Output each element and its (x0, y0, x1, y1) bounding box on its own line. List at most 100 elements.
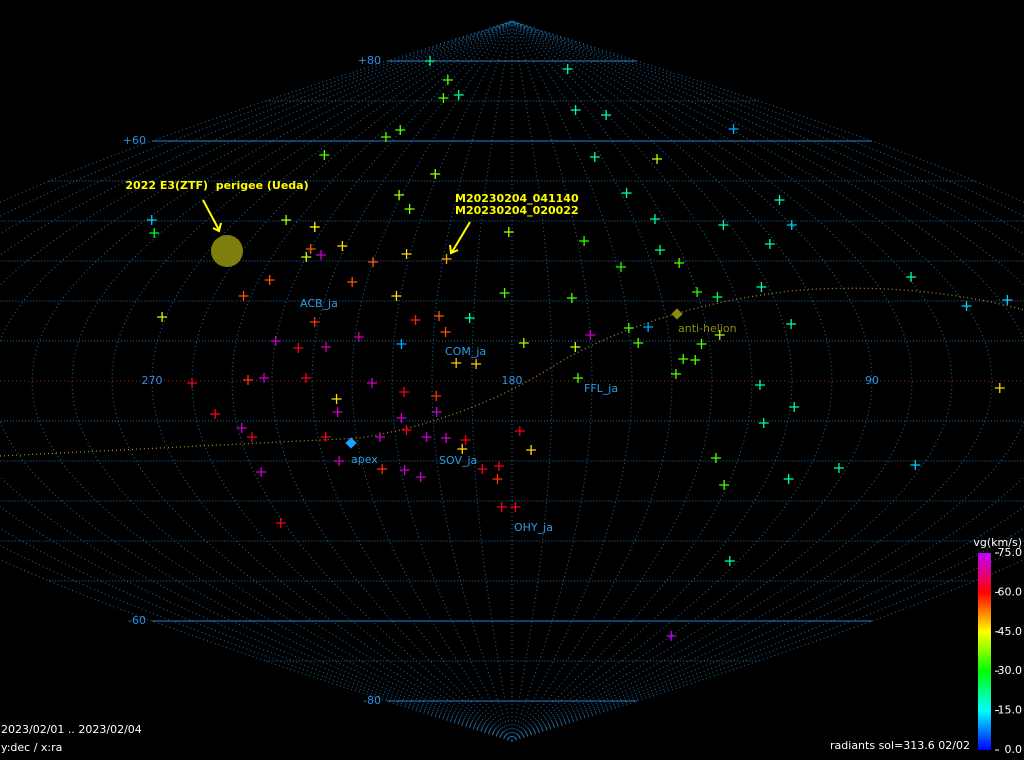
radiant (149, 228, 160, 238)
colorbar-tick-label: 75.0 (998, 546, 1023, 559)
radiant (187, 378, 198, 388)
radiant (457, 444, 468, 454)
radiant (696, 339, 707, 349)
radiant (678, 354, 689, 364)
radiant (395, 125, 406, 135)
anti-helion-marker (671, 308, 683, 320)
radiant (961, 301, 972, 311)
y-tick-label: -60 (128, 614, 146, 627)
radiant (264, 275, 275, 285)
x-tick-label: 180 (502, 374, 523, 387)
radiant (425, 56, 436, 66)
radiant (756, 282, 767, 292)
radiant (316, 250, 327, 260)
radiant (833, 463, 844, 473)
radiant (309, 222, 320, 232)
radiant (375, 432, 386, 442)
radiant (714, 330, 725, 340)
radiant (377, 464, 388, 474)
radiant (728, 124, 739, 134)
radiant (281, 215, 292, 225)
radiant (441, 254, 452, 264)
radiant (471, 359, 482, 369)
radiant (655, 245, 666, 255)
radiant (270, 336, 281, 346)
radiant (431, 391, 442, 401)
shower-label: ACB_ja (300, 297, 338, 310)
radiant (442, 75, 453, 85)
radiant (710, 453, 721, 463)
radiant (492, 474, 503, 484)
radiant (380, 132, 391, 142)
radiant (514, 426, 525, 436)
radiant (347, 277, 358, 287)
radiant (585, 330, 596, 340)
radiant (410, 315, 421, 325)
shower-label: COM_ja (445, 345, 486, 358)
radiant (394, 190, 405, 200)
radiant (309, 317, 320, 327)
radiant (906, 272, 917, 282)
radiant (518, 338, 529, 348)
radiant (440, 327, 451, 337)
radiant (692, 287, 703, 297)
arrow (449, 221, 471, 255)
radiant (764, 239, 775, 249)
x-tick-label: 90 (865, 374, 879, 387)
radiant (301, 252, 312, 262)
radiant (754, 380, 765, 390)
radiant (758, 418, 769, 428)
y-tick-label: +80 (358, 54, 381, 67)
annotation: M20230204_041140 (455, 192, 579, 205)
radiant (496, 502, 507, 512)
radiants (146, 56, 1013, 641)
radiant (301, 373, 312, 383)
radiant (666, 631, 677, 641)
radiant (238, 291, 249, 301)
x-tick-label: 270 (142, 374, 163, 387)
annotation: M20230204_020022 (455, 204, 579, 217)
radiant (623, 323, 634, 333)
radiant (331, 394, 342, 404)
radiant (305, 244, 316, 254)
radiant (243, 375, 254, 385)
arrow (202, 199, 222, 233)
radiant (674, 258, 685, 268)
colorbar-tick-label: 30.0 (998, 664, 1023, 677)
radiant (259, 373, 270, 383)
radiant (391, 291, 402, 301)
radiant (430, 169, 441, 179)
radiant (332, 407, 343, 417)
apex-label: apex (351, 453, 378, 466)
shower-label: SOV_ja (439, 454, 477, 467)
y-tick-label: +60 (123, 134, 146, 147)
radiant (718, 220, 729, 230)
radiant (319, 150, 330, 160)
radiant (367, 378, 378, 388)
radiant (570, 342, 581, 352)
radiant (712, 292, 723, 302)
radiant (786, 319, 797, 329)
radiant (615, 262, 626, 272)
radiant (601, 110, 612, 120)
radiant (293, 343, 304, 353)
radiant (649, 214, 660, 224)
radiant (321, 342, 332, 352)
colorbar (978, 553, 991, 750)
radiant (431, 407, 442, 417)
y-tick-label: -80 (363, 694, 381, 707)
radiant (1002, 295, 1013, 305)
radiant (526, 445, 537, 455)
radiant (789, 402, 800, 412)
radiant (404, 204, 415, 214)
radiant (589, 152, 600, 162)
radiant (783, 474, 794, 484)
radiant (621, 188, 632, 198)
date-range: 2023/02/01 .. 2023/02/04 (1, 723, 142, 736)
radiant (368, 257, 379, 267)
radiant (724, 556, 735, 566)
shower-label: OHY_ja (514, 521, 553, 534)
radiant (579, 236, 590, 246)
radiant (652, 154, 662, 164)
radiant (146, 215, 157, 225)
